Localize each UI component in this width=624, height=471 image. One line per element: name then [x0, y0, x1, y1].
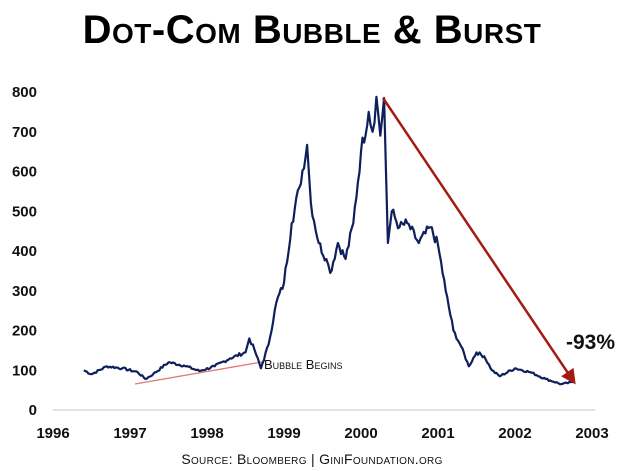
y-tick-label: 700: [12, 124, 37, 141]
x-tick-label: 2001: [421, 425, 454, 442]
y-tick-label: 300: [12, 283, 37, 300]
x-tick-label: 2003: [575, 425, 608, 442]
x-tick-label: 1996: [36, 425, 69, 442]
x-tick-label: 1999: [267, 425, 300, 442]
y-tick-label: 800: [12, 84, 37, 101]
y-tick-label: 400: [12, 243, 37, 260]
x-tick-label: 2002: [498, 425, 531, 442]
y-tick-label: 100: [12, 362, 37, 379]
y-tick-label: 0: [29, 402, 37, 419]
decline-arrow: [381, 97, 576, 385]
y-axis-ticks: 0 100 200 300 400 500 600 700 800: [12, 84, 37, 419]
index-line: [83, 95, 573, 386]
bubble-trend-line: [134, 361, 263, 385]
bubble-begins-label: Bubble Begins: [264, 357, 342, 372]
source-footer: Source: Bloomberg | GiniFoundation.org: [181, 451, 443, 467]
y-tick-label: 500: [12, 203, 37, 220]
y-tick-label: 200: [12, 323, 37, 340]
x-tick-label: 1998: [190, 425, 223, 442]
decline-percent-label: -93%: [566, 331, 615, 354]
x-axis-ticks: 1996 1997 1998 1999 2000 2001 2002 2003: [36, 425, 608, 442]
x-tick-label: 1997: [113, 425, 146, 442]
y-tick-label: 600: [12, 164, 37, 181]
chart-title: Dot-Com Bubble & Burst: [82, 8, 542, 52]
x-tick-label: 2000: [344, 425, 377, 442]
